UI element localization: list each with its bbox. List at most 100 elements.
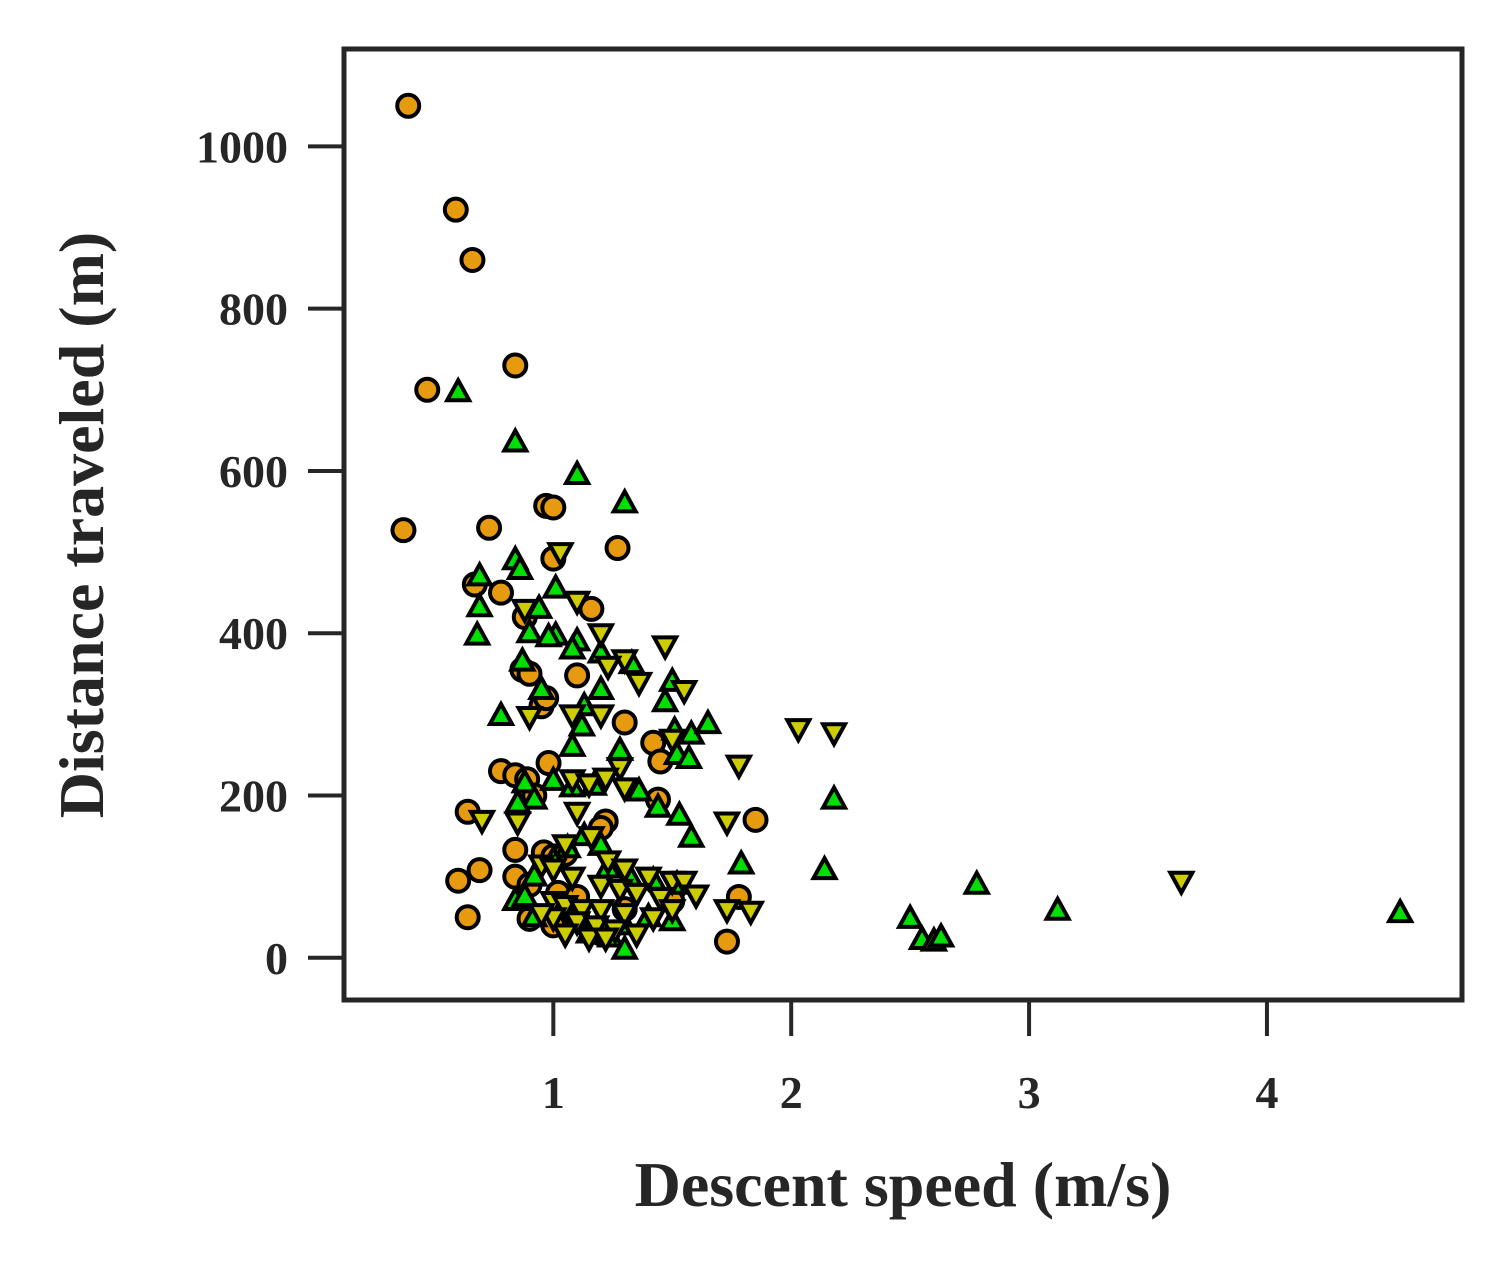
triangle-down-point bbox=[562, 590, 592, 617]
triangle-up-point bbox=[665, 799, 694, 826]
triangle-down-point bbox=[1166, 870, 1196, 897]
circle-point bbox=[390, 517, 417, 544]
circle-point bbox=[414, 376, 441, 403]
circle-point bbox=[564, 662, 591, 689]
triangle-up-point bbox=[605, 734, 635, 761]
circle-point bbox=[713, 928, 740, 955]
triangle-down-point bbox=[610, 903, 640, 930]
triangle-up-point bbox=[465, 591, 494, 618]
plot-frame bbox=[341, 46, 1465, 1003]
triangle-down-point bbox=[581, 915, 611, 942]
triangle-up-point bbox=[510, 767, 540, 794]
triangle-down-point bbox=[550, 923, 580, 950]
circle-point bbox=[466, 857, 493, 884]
y-tick-label: 200 bbox=[219, 771, 288, 822]
triangle-up-point bbox=[557, 730, 587, 757]
y-tick-label: 400 bbox=[219, 608, 288, 659]
triangle-up-point bbox=[726, 848, 756, 875]
x-tick-label: 4 bbox=[1255, 1067, 1278, 1118]
triangle-down-point bbox=[622, 923, 651, 950]
triangle-down-point bbox=[538, 858, 568, 885]
triangle-up-point bbox=[519, 783, 549, 810]
triangle-down-point bbox=[467, 809, 497, 837]
triangle-up-point bbox=[527, 673, 556, 701]
triangle-up-point bbox=[586, 673, 616, 701]
circle-point bbox=[742, 806, 769, 833]
triangle-down-point bbox=[562, 801, 592, 828]
triangle-up-point bbox=[462, 619, 492, 646]
triangle-down-point bbox=[557, 704, 587, 731]
circle-point bbox=[454, 904, 481, 931]
axis-ticks: 1 2 3 4 0 200 400 600 800 1000 bbox=[196, 121, 1278, 1118]
y-tick-label: 0 bbox=[265, 933, 288, 984]
circle-point bbox=[442, 196, 469, 223]
triangle-up-point bbox=[557, 633, 587, 660]
triangle-up-point bbox=[610, 933, 640, 960]
triangle-up-point bbox=[486, 699, 516, 726]
y-tick-label: 1000 bbox=[196, 121, 288, 172]
triangle-down-point bbox=[638, 907, 668, 934]
triangle-up-point bbox=[926, 921, 956, 948]
triangle-up-point bbox=[465, 560, 494, 587]
triangle-down-point bbox=[503, 811, 533, 838]
triangle-up-point bbox=[819, 783, 849, 810]
triangle-up-point bbox=[693, 707, 723, 735]
data-points bbox=[390, 92, 1415, 960]
triangle-down-point bbox=[634, 866, 663, 893]
triangle-up-point bbox=[534, 621, 563, 648]
triangle-down-point bbox=[586, 623, 616, 650]
y-tick-label: 800 bbox=[219, 284, 288, 335]
triangle-down-point bbox=[567, 899, 597, 926]
triangle-down-point bbox=[546, 542, 575, 569]
triangle-down-point bbox=[622, 882, 651, 910]
triangle-down-point bbox=[681, 884, 711, 911]
triangle-up-point bbox=[538, 764, 568, 791]
triangle-down-point bbox=[669, 870, 699, 897]
circle-point bbox=[611, 709, 638, 736]
triangle-down-point bbox=[510, 598, 540, 626]
triangle-up-point bbox=[510, 880, 540, 907]
triangle-up-point bbox=[505, 553, 535, 580]
triangle-down-point bbox=[527, 903, 556, 930]
triangle-down-point bbox=[562, 911, 592, 938]
circle-point bbox=[445, 867, 472, 894]
triangle-down-point bbox=[712, 899, 742, 926]
circle-point bbox=[487, 579, 514, 606]
triangle-up-point bbox=[810, 854, 839, 881]
triangle-down-point bbox=[586, 704, 616, 731]
triangle-up-point bbox=[567, 710, 597, 737]
triangle-up-point bbox=[562, 458, 592, 486]
y-tick-label: 600 bbox=[219, 446, 288, 497]
triangle-up-point bbox=[674, 742, 704, 770]
triangle-up-point bbox=[962, 868, 992, 895]
triangle-down-point bbox=[586, 874, 616, 901]
triangle-up-point bbox=[610, 487, 640, 514]
circle-point bbox=[502, 836, 529, 863]
triangle-down-point bbox=[610, 777, 640, 804]
triangle-down-point bbox=[657, 728, 687, 755]
triangle-up-point bbox=[1385, 897, 1415, 924]
x-axis-label: Descent speed (m/s) bbox=[635, 1149, 1172, 1220]
triangle-down-point bbox=[591, 767, 621, 794]
circle-point bbox=[395, 92, 422, 119]
triangle-down-point bbox=[645, 886, 675, 914]
triangle-down-point bbox=[819, 722, 849, 749]
triangle-up-point bbox=[508, 645, 537, 672]
triangle-down-point bbox=[515, 705, 544, 733]
x-tick-label: 3 bbox=[1018, 1067, 1041, 1118]
triangle-down-point bbox=[610, 858, 640, 885]
triangle-up-point bbox=[643, 791, 673, 818]
circle-point bbox=[459, 246, 486, 273]
triangle-down-point bbox=[577, 826, 606, 853]
triangle-down-point bbox=[657, 899, 687, 926]
triangle-down-point bbox=[591, 927, 621, 954]
triangle-down-point bbox=[593, 655, 623, 682]
triangle-down-point bbox=[724, 754, 754, 781]
circle-point bbox=[502, 352, 529, 379]
triangle-down-point bbox=[650, 635, 680, 662]
triangle-up-point bbox=[500, 426, 530, 453]
triangle-down-point bbox=[624, 671, 654, 699]
triangle-up-point bbox=[650, 686, 680, 713]
triangle-up-point bbox=[515, 617, 544, 644]
